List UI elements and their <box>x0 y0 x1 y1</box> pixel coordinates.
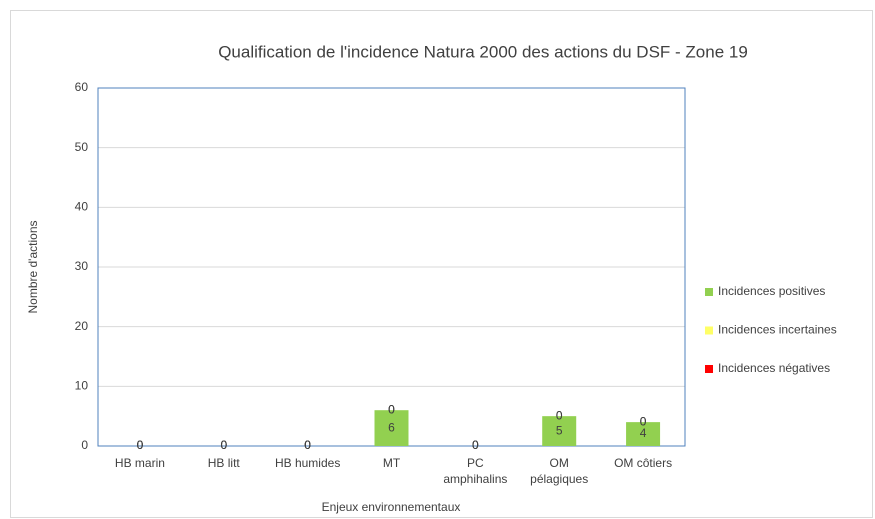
data-label: 0 <box>640 414 647 428</box>
data-label: 0 <box>220 438 227 452</box>
x-tick-label: OM côtiers <box>614 456 672 470</box>
legend-swatch <box>705 365 713 373</box>
legend-label: Incidences positives <box>718 284 825 298</box>
x-tick-label: PC amphihalins <box>443 456 507 486</box>
bar-segment <box>626 422 661 446</box>
y-tick-label: 50 <box>75 140 89 154</box>
y-axis-label: Nombre d'actions <box>26 221 40 314</box>
data-label: 0 <box>304 438 311 452</box>
data-label: 0 <box>388 402 395 416</box>
y-tick-label: 40 <box>75 200 89 214</box>
bar-segment <box>542 416 577 446</box>
data-label: 0 <box>220 438 227 452</box>
x-tick-label: HB litt <box>208 456 241 470</box>
data-label: 0 <box>556 408 563 422</box>
bar-segment <box>374 410 409 446</box>
x-axis-label: Enjeux environnementaux <box>322 500 461 514</box>
data-label: 0 <box>472 438 479 452</box>
chart-border <box>10 10 873 518</box>
y-tick-label: 60 <box>75 80 89 94</box>
legend-label: Incidences incertaines <box>718 323 837 337</box>
y-tick-label: 10 <box>75 379 89 393</box>
data-label: 0 <box>640 414 647 428</box>
data-label: 0 <box>304 438 311 452</box>
y-tick-label: 30 <box>75 259 89 273</box>
data-label: 0 <box>137 438 144 452</box>
data-label: 0 <box>388 402 395 416</box>
data-label: 5 <box>556 423 563 437</box>
y-tick-label: 0 <box>81 438 88 452</box>
data-label: 0 <box>220 438 227 452</box>
data-label: 0 <box>137 438 144 452</box>
data-label: 0 <box>137 438 144 452</box>
data-label: 4 <box>640 426 647 440</box>
x-tick-label: HB humides <box>275 456 340 470</box>
y-tick-label: 20 <box>75 319 89 333</box>
x-tick-label: OM pélagiques <box>530 456 588 486</box>
x-tick-label: MT <box>383 456 401 470</box>
legend-label: Incidences négatives <box>718 361 830 375</box>
data-label: 6 <box>388 420 395 434</box>
legend-swatch <box>705 326 713 335</box>
x-tick-label: HB marin <box>115 456 165 470</box>
data-label: 0 <box>472 438 479 452</box>
data-label: 0 <box>556 408 563 422</box>
data-label: 0 <box>304 438 311 452</box>
chart-title: Qualification de l'incidence Natura 2000… <box>218 42 748 61</box>
data-label: 0 <box>472 438 479 452</box>
legend-swatch <box>705 288 713 296</box>
